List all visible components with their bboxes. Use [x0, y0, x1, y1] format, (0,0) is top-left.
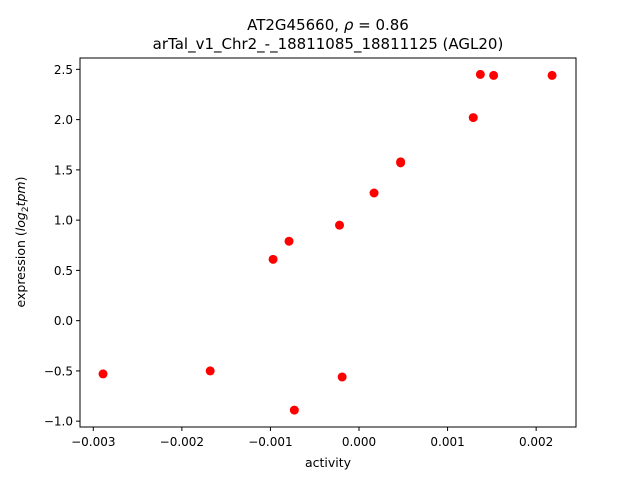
x-tick-label: 0.002: [519, 435, 553, 449]
y-axis-label: expression (log2tpm): [13, 177, 31, 308]
y-axis-label-subscript: 2: [21, 206, 31, 212]
data-point: [335, 220, 345, 230]
y-tick-label: 1.0: [54, 214, 73, 228]
data-point: [489, 70, 499, 80]
y-axis-label-prefix: expression (: [13, 231, 28, 307]
y-axis-ticks: −1.0 −0.5 0.0 0.5 1.0 1.5 2.0 2.5: [44, 63, 80, 429]
y-axis-label-log: log: [13, 212, 28, 231]
chart-title-rho-value: = 0.86: [353, 16, 409, 34]
y-axis-label-tpm: tpm: [13, 181, 28, 206]
chart-title-rho-symbol: ρ: [344, 16, 354, 34]
x-tick-label: −0.002: [160, 435, 204, 449]
x-axis-ticks: −0.003 −0.002 −0.001 0.000 0.001 0.002: [71, 427, 553, 449]
data-point: [468, 113, 478, 123]
y-tick-label: −0.5: [44, 364, 73, 378]
y-tick-label: 2.0: [54, 113, 73, 127]
y-tick-label: −1.0: [44, 415, 73, 429]
data-point: [289, 405, 299, 415]
data-points: [98, 69, 557, 415]
x-tick-label: −0.001: [248, 435, 292, 449]
data-point: [268, 254, 278, 264]
chart-title-line1: AT2G45660, ρ = 0.86: [247, 16, 409, 34]
data-point: [337, 372, 347, 382]
y-tick-label: 1.5: [54, 163, 73, 177]
x-tick-label: −0.003: [71, 435, 115, 449]
chart-title-gene: AT2G45660,: [247, 16, 344, 34]
data-point: [284, 236, 294, 246]
chart-title-line2: arTal_v1_Chr2_-_18811085_18811125 (AGL20…: [153, 35, 504, 54]
x-axis-label: activity: [305, 455, 352, 470]
y-tick-label: 0.5: [54, 264, 73, 278]
data-point: [396, 157, 406, 167]
data-point: [205, 366, 215, 376]
plot-frame: [79, 57, 577, 428]
data-point: [547, 70, 557, 80]
y-tick-label: 2.5: [54, 63, 73, 77]
x-tick-label: 0.001: [430, 435, 464, 449]
x-tick-label: 0.000: [342, 435, 376, 449]
y-tick-label: 0.0: [54, 314, 73, 328]
data-point: [475, 69, 485, 79]
y-axis-label-suffix: ): [13, 177, 28, 182]
data-point: [369, 188, 379, 198]
data-point: [98, 369, 108, 379]
